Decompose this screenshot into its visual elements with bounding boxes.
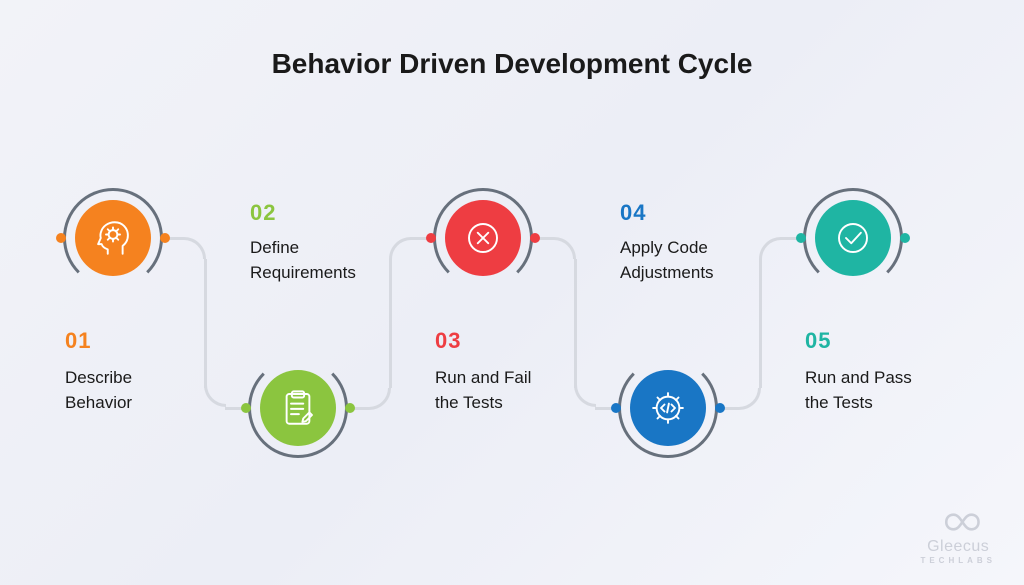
infinity-icon — [936, 508, 980, 536]
step-disc — [75, 200, 151, 276]
step-disc — [445, 200, 521, 276]
step-node-05 — [803, 188, 903, 288]
step-label-05: Run and Passthe Tests — [805, 366, 912, 415]
step-label-line: the Tests — [435, 391, 531, 416]
connector — [389, 237, 411, 259]
step-label-line: Adjustments — [620, 261, 714, 286]
step-node-03 — [433, 188, 533, 288]
cross-icon — [462, 217, 504, 259]
step-label-01: DescribeBehavior — [65, 366, 132, 415]
check-icon — [832, 217, 874, 259]
step-number-04: 04 — [620, 200, 646, 226]
diagram-stage: 01 DescribeBehavior 02 DefineRequirements 03… — [0, 0, 1024, 585]
step-disc — [630, 370, 706, 446]
step-number-01: 01 — [65, 328, 91, 354]
step-node-04 — [618, 358, 718, 458]
connector — [554, 237, 576, 259]
step-dot-right — [530, 233, 540, 243]
code-gear-icon — [647, 387, 689, 429]
head-gear-icon — [92, 217, 134, 259]
step-node-01 — [63, 188, 163, 288]
connector — [574, 259, 577, 388]
connector — [204, 259, 207, 388]
step-label-line: Describe — [65, 366, 132, 391]
step-dot-left — [426, 233, 436, 243]
step-dot-left — [241, 403, 251, 413]
step-label-line: Apply Code — [620, 236, 714, 261]
clipboard-icon — [277, 387, 319, 429]
step-number-05: 05 — [805, 328, 831, 354]
step-label-line: Define — [250, 236, 356, 261]
step-label-03: Run and Failthe Tests — [435, 366, 531, 415]
step-dot-right — [345, 403, 355, 413]
step-dot-left — [796, 233, 806, 243]
step-dot-left — [56, 233, 66, 243]
logo-text: Gleecus — [927, 538, 989, 556]
step-label-line: Behavior — [65, 391, 132, 416]
connector — [759, 237, 781, 259]
step-dot-right — [900, 233, 910, 243]
step-dot-right — [715, 403, 725, 413]
step-label-line: Run and Pass — [805, 366, 912, 391]
connector — [759, 259, 762, 388]
step-disc — [260, 370, 336, 446]
connector — [389, 259, 392, 388]
step-disc — [815, 200, 891, 276]
step-label-line: Requirements — [250, 261, 356, 286]
logo-subtext: TECHLABS — [920, 556, 996, 565]
connector — [204, 385, 226, 407]
step-dot-right — [160, 233, 170, 243]
step-number-03: 03 — [435, 328, 461, 354]
step-node-02 — [248, 358, 348, 458]
connector — [184, 237, 206, 259]
connector — [739, 388, 761, 410]
connector — [574, 385, 596, 407]
brand-logo: Gleecus TECHLABS — [920, 508, 996, 565]
step-number-02: 02 — [250, 200, 276, 226]
step-label-line: the Tests — [805, 391, 912, 416]
connector — [369, 388, 391, 410]
step-label-02: DefineRequirements — [250, 236, 356, 285]
step-dot-left — [611, 403, 621, 413]
step-label-line: Run and Fail — [435, 366, 531, 391]
step-label-04: Apply CodeAdjustments — [620, 236, 714, 285]
